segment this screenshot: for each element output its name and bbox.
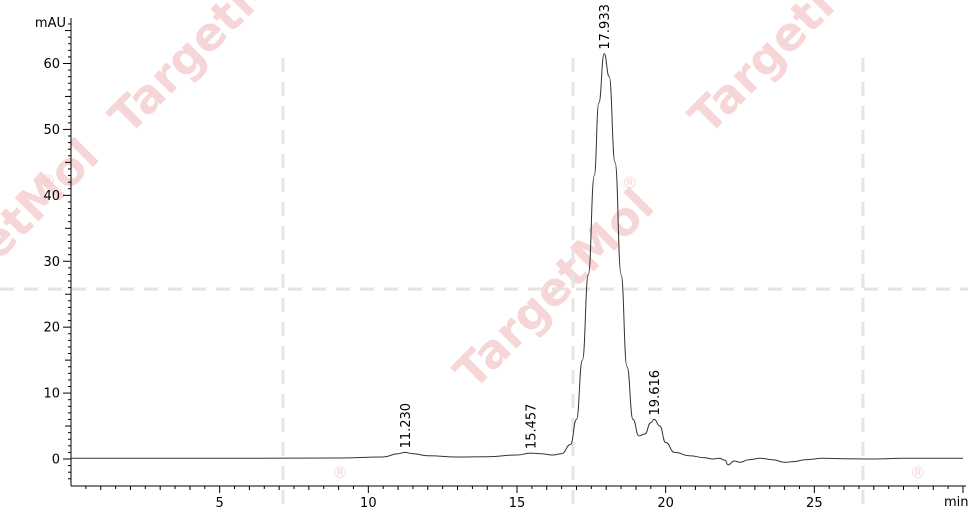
- peak-retention-label: 11.230: [399, 403, 414, 449]
- y-tick-label: 10: [43, 387, 60, 402]
- x-tick-label: 25: [806, 496, 823, 511]
- y-tick-label: 20: [43, 321, 60, 336]
- watermark-registered-mark: ®: [622, 173, 638, 192]
- y-tick-label: 0: [52, 453, 60, 468]
- chromatogram-trace: [71, 53, 963, 466]
- x-tick-label: 20: [657, 496, 674, 511]
- x-tick-label: 15: [509, 496, 526, 511]
- watermark-text: TargetMol: [0, 128, 109, 349]
- trace-layer: [71, 53, 963, 466]
- watermark-text: TargetMol: [98, 0, 319, 144]
- y-tick-label: 30: [43, 255, 60, 270]
- y-tick-label: 50: [43, 123, 60, 138]
- tick-layer: 0 10 20 30 40 50 60 5 10 15 20 25: [43, 23, 964, 511]
- y-tick-label: 40: [43, 189, 60, 204]
- watermark-registered-mark: ®: [332, 463, 348, 482]
- y-axis-unit-label: mAU: [35, 16, 66, 31]
- x-tick-label: 5: [216, 496, 224, 511]
- x-axis-unit-label: min: [944, 495, 968, 510]
- watermark-text: TargetMol: [678, 0, 899, 144]
- x-tick-label: 10: [360, 496, 377, 511]
- peak-retention-label: 19.616: [648, 370, 663, 416]
- peak-retention-label: 15.457: [525, 404, 540, 450]
- watermark-registered-mark: ®: [910, 463, 926, 482]
- peak-label-layer: 11.230 15.457 17.933 19.616: [399, 4, 663, 449]
- peak-retention-label: 17.933: [598, 4, 613, 50]
- y-tick-label: 60: [43, 57, 60, 72]
- watermark-registered-mark: ®: [40, 171, 56, 190]
